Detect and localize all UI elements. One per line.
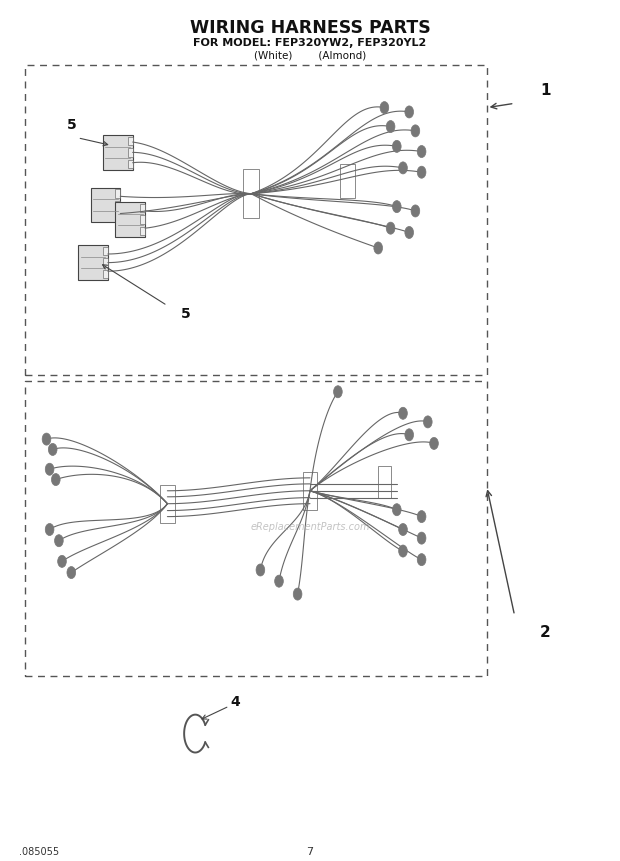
Circle shape xyxy=(45,463,54,475)
FancyBboxPatch shape xyxy=(115,212,120,220)
Circle shape xyxy=(67,567,76,579)
Circle shape xyxy=(374,242,383,254)
FancyBboxPatch shape xyxy=(103,247,108,256)
FancyBboxPatch shape xyxy=(340,164,355,198)
Text: 7: 7 xyxy=(306,847,314,858)
FancyBboxPatch shape xyxy=(243,169,260,218)
FancyBboxPatch shape xyxy=(128,137,133,146)
Text: WIRING HARNESS PARTS: WIRING HARNESS PARTS xyxy=(190,19,430,36)
Text: 5: 5 xyxy=(181,307,191,321)
FancyBboxPatch shape xyxy=(91,188,120,222)
FancyBboxPatch shape xyxy=(115,189,120,198)
FancyBboxPatch shape xyxy=(115,202,145,237)
Text: 4: 4 xyxy=(231,695,241,709)
FancyBboxPatch shape xyxy=(140,226,145,235)
Circle shape xyxy=(380,102,389,114)
Circle shape xyxy=(55,535,63,547)
Text: 2: 2 xyxy=(540,625,551,641)
Circle shape xyxy=(411,205,420,217)
Text: FOR MODEL: FEP320YW2, FEP320YL2: FOR MODEL: FEP320YW2, FEP320YL2 xyxy=(193,38,427,48)
FancyBboxPatch shape xyxy=(78,245,108,280)
Circle shape xyxy=(417,166,426,178)
Circle shape xyxy=(392,504,401,516)
FancyBboxPatch shape xyxy=(103,258,108,267)
Circle shape xyxy=(42,433,51,445)
Circle shape xyxy=(399,523,407,536)
Circle shape xyxy=(405,106,414,118)
Circle shape xyxy=(399,545,407,557)
Circle shape xyxy=(423,416,432,428)
FancyBboxPatch shape xyxy=(115,201,120,209)
Circle shape xyxy=(399,162,407,174)
Circle shape xyxy=(417,146,426,158)
FancyBboxPatch shape xyxy=(128,148,133,157)
Circle shape xyxy=(386,222,395,234)
Circle shape xyxy=(405,429,414,441)
Circle shape xyxy=(45,523,54,536)
Circle shape xyxy=(386,121,395,133)
Circle shape xyxy=(399,407,407,419)
Circle shape xyxy=(58,555,66,567)
Circle shape xyxy=(334,386,342,398)
Circle shape xyxy=(293,588,302,600)
Text: 1: 1 xyxy=(541,83,551,98)
Circle shape xyxy=(417,554,426,566)
Circle shape xyxy=(392,140,401,152)
FancyBboxPatch shape xyxy=(160,485,175,523)
FancyBboxPatch shape xyxy=(378,467,391,498)
Text: .085055: .085055 xyxy=(19,847,59,858)
Circle shape xyxy=(275,575,283,587)
FancyBboxPatch shape xyxy=(128,159,133,168)
FancyBboxPatch shape xyxy=(303,472,317,510)
FancyBboxPatch shape xyxy=(140,204,145,213)
Circle shape xyxy=(405,226,414,238)
Circle shape xyxy=(417,511,426,523)
Circle shape xyxy=(411,125,420,137)
FancyBboxPatch shape xyxy=(103,135,133,170)
FancyBboxPatch shape xyxy=(140,215,145,224)
FancyBboxPatch shape xyxy=(103,269,108,278)
Text: 5: 5 xyxy=(66,118,76,132)
Circle shape xyxy=(392,201,401,213)
Text: eReplacementParts.com: eReplacementParts.com xyxy=(250,522,370,532)
Circle shape xyxy=(51,474,60,486)
Circle shape xyxy=(256,564,265,576)
Circle shape xyxy=(430,437,438,449)
Text: (White)        (Almond): (White) (Almond) xyxy=(254,50,366,60)
Circle shape xyxy=(417,532,426,544)
Circle shape xyxy=(48,443,57,455)
